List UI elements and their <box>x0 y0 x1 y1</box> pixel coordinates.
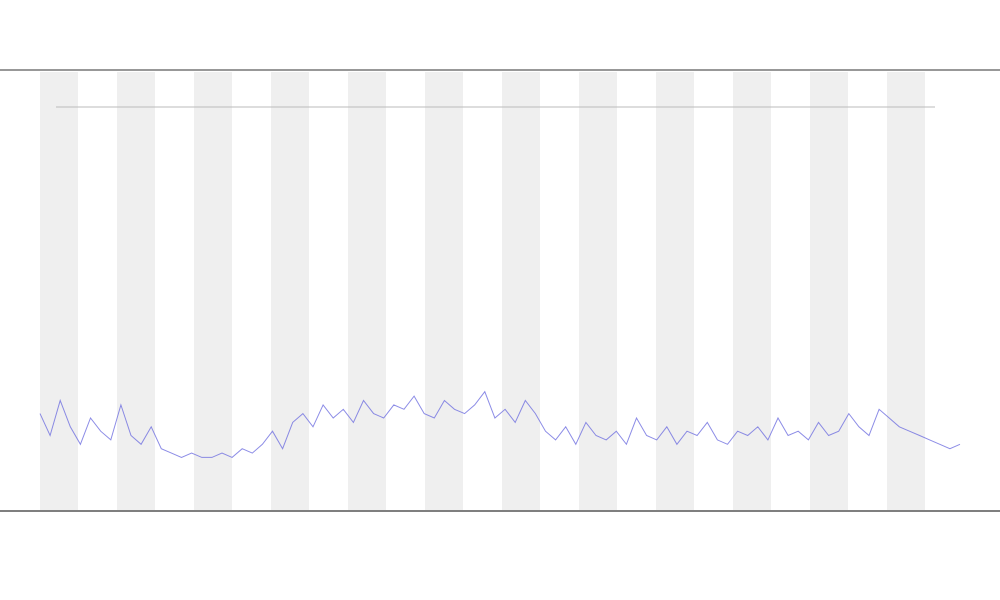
band <box>425 72 463 510</box>
band <box>656 72 694 510</box>
band <box>194 72 232 510</box>
band <box>117 72 155 510</box>
band <box>810 72 848 510</box>
band <box>887 72 925 510</box>
band <box>271 72 309 510</box>
band <box>348 72 386 510</box>
band <box>40 72 78 510</box>
data-line <box>39 390 961 458</box>
background-bands <box>40 72 925 510</box>
band <box>579 72 617 510</box>
band <box>733 72 771 510</box>
band <box>502 72 540 510</box>
